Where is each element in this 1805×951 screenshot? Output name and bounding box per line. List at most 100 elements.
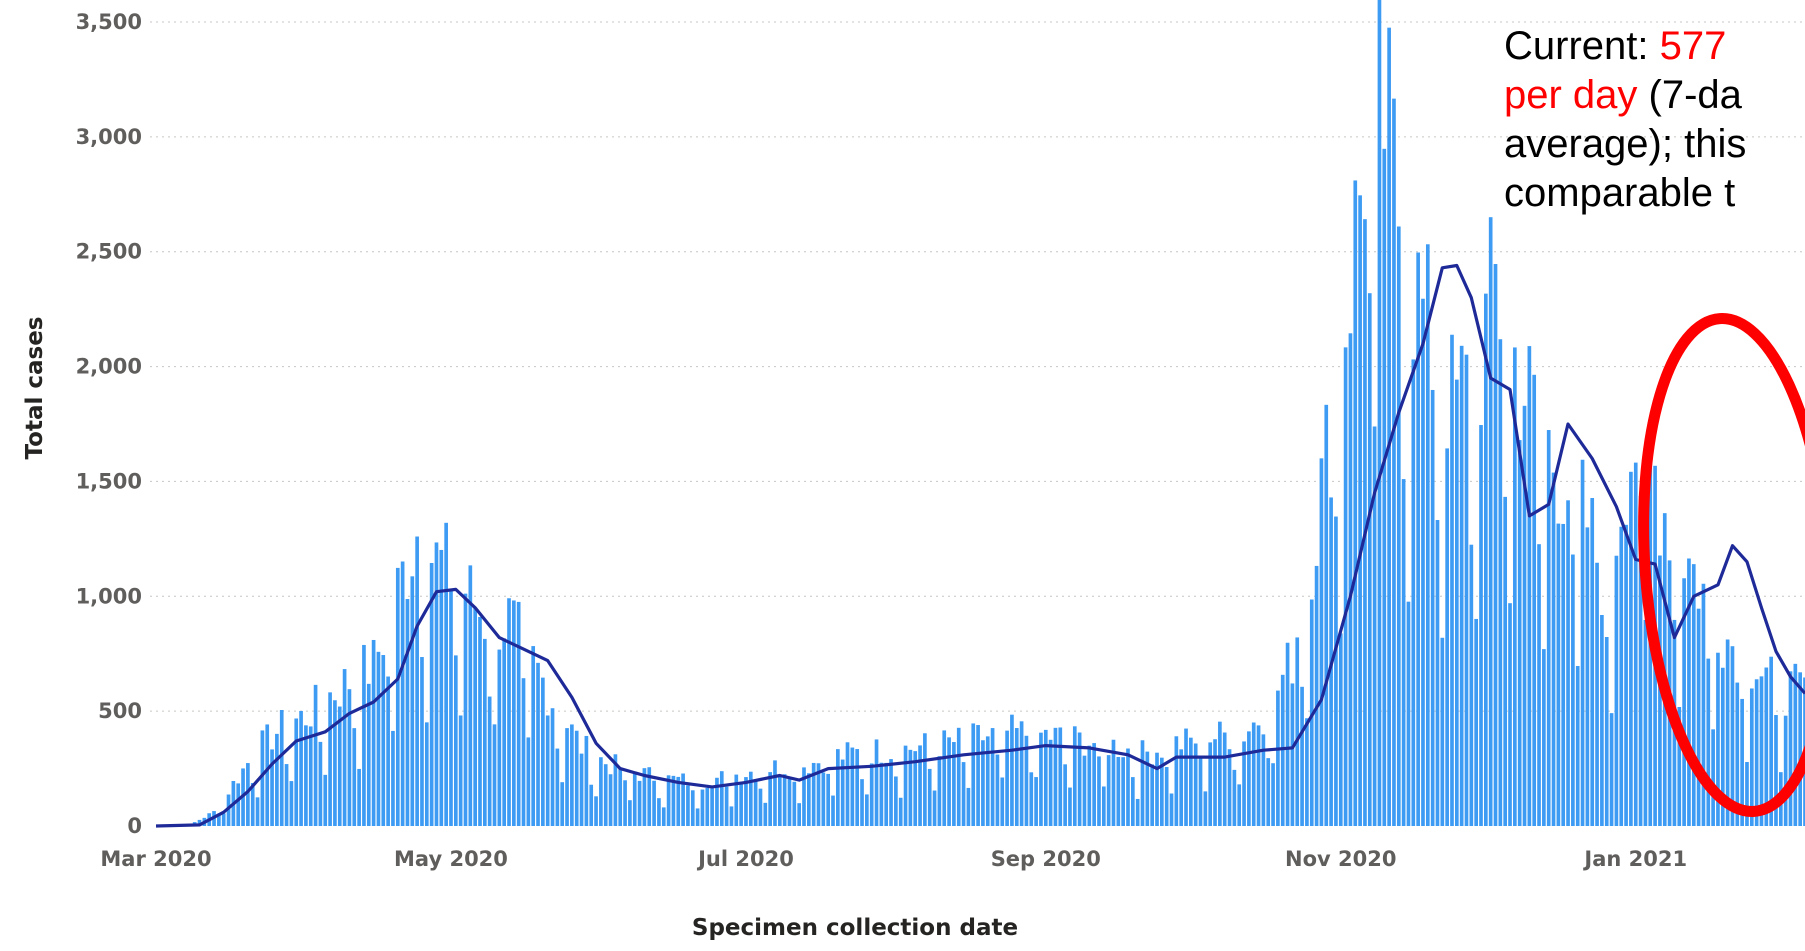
daily-bar [768, 772, 772, 826]
daily-bar [579, 753, 584, 826]
daily-bar [831, 795, 835, 826]
daily-bar [1256, 725, 1261, 826]
daily-bar [1126, 748, 1130, 826]
daily-bar [589, 784, 594, 826]
daily-bar [1745, 762, 1749, 826]
y-axis-title: Total cases [22, 317, 48, 460]
daily-bar [971, 723, 976, 826]
daily-bar [1319, 458, 1324, 826]
daily-bar [671, 775, 676, 826]
daily-bar [932, 790, 937, 826]
x-tick-label: Sep 2020 [991, 847, 1101, 871]
daily-bar [836, 749, 840, 826]
daily-bar [1435, 520, 1440, 826]
daily-bar [744, 777, 748, 826]
average-line-group [155, 263, 1805, 828]
daily-bar [1014, 728, 1019, 826]
daily-bar [337, 706, 342, 826]
daily-bar [1469, 544, 1474, 826]
daily-bar [352, 728, 357, 826]
daily-bar [584, 735, 589, 826]
daily-bar [1087, 745, 1092, 826]
daily-bar [729, 806, 734, 826]
daily-bar [420, 657, 424, 826]
daily-bar [1788, 671, 1793, 826]
daily-bar [956, 727, 961, 826]
daily-bar [1759, 676, 1764, 826]
daily-bar [613, 754, 618, 826]
daily-bar [1072, 726, 1077, 826]
daily-bar [1754, 679, 1759, 826]
daily-bar [453, 655, 458, 826]
daily-bar [381, 655, 386, 826]
daily-bar [826, 773, 831, 826]
y-tick-label: 1,000 [76, 584, 142, 608]
daily-bar [1493, 264, 1498, 827]
daily-bar [1546, 430, 1551, 826]
daily-bar [884, 762, 889, 826]
daily-bar [1232, 769, 1237, 826]
daily-bar [792, 781, 797, 826]
daily-bar [637, 780, 642, 826]
x-tick-label: Mar 2020 [100, 847, 211, 871]
daily-bar [1425, 244, 1430, 826]
daily-bar [850, 747, 855, 826]
daily-bar [1029, 772, 1034, 826]
daily-bar [961, 762, 966, 826]
daily-bar [362, 644, 366, 826]
daily-bar [1063, 764, 1067, 826]
seven-day-average-line [155, 263, 1805, 828]
daily-bar [541, 677, 545, 826]
daily-bar [1595, 562, 1599, 826]
daily-bar [657, 798, 661, 826]
daily-bar [1372, 426, 1377, 826]
daily-bar [458, 715, 463, 826]
daily-bar [1638, 495, 1643, 826]
daily-bar [995, 754, 1000, 826]
daily-bar [1164, 767, 1169, 826]
daily-bar [927, 768, 932, 826]
daily-bar [1454, 379, 1459, 826]
daily-bar [1082, 755, 1087, 826]
daily-bar [279, 710, 284, 826]
daily-bar [734, 774, 739, 826]
daily-bar [1430, 389, 1435, 826]
daily-bar [647, 767, 652, 826]
daily-bar [1585, 527, 1590, 826]
daily-bar [521, 678, 526, 826]
daily-bar [1783, 715, 1788, 826]
daily-bar [463, 593, 468, 826]
daily-bar [1222, 732, 1227, 826]
daily-bar [1251, 722, 1256, 826]
daily-bar [487, 696, 492, 826]
daily-bar [236, 783, 241, 826]
daily-bar [1793, 663, 1798, 826]
daily-bar [1106, 755, 1111, 826]
daily-bar [676, 776, 681, 826]
daily-bar [434, 542, 439, 826]
daily-bar [1266, 758, 1271, 826]
daily-bar [545, 715, 550, 826]
daily-bar [1798, 672, 1803, 826]
daily-bar [1198, 757, 1203, 826]
daily-bar [1039, 732, 1043, 826]
daily-bar [1295, 637, 1300, 826]
daily-bar [333, 700, 337, 826]
daily-bar [623, 780, 627, 826]
daily-bar [1556, 523, 1561, 826]
daily-bar [918, 745, 922, 826]
daily-bar [376, 651, 381, 826]
daily-case-bars [158, 0, 1805, 827]
daily-bar [1019, 721, 1024, 826]
daily-bar [1629, 471, 1633, 826]
daily-bar [787, 777, 792, 826]
daily-bar [284, 764, 289, 826]
daily-bar [1706, 658, 1711, 826]
daily-bar [289, 781, 294, 826]
daily-bar [758, 788, 763, 826]
daily-bar [952, 742, 956, 826]
daily-bar [855, 749, 860, 826]
daily-bar [1101, 786, 1106, 826]
daily-bar [473, 608, 477, 826]
daily-bar [1218, 721, 1222, 826]
